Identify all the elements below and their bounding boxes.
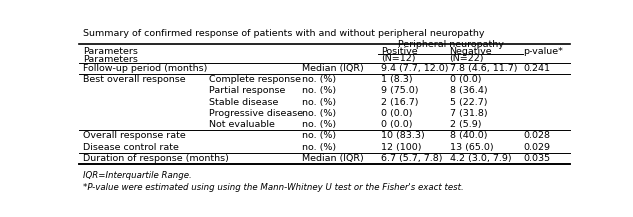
Text: Follow-up period (months): Follow-up period (months) — [83, 64, 208, 73]
Text: 12 (100): 12 (100) — [381, 143, 422, 151]
Text: Stable disease: Stable disease — [209, 98, 279, 107]
Text: Progressive disease: Progressive disease — [209, 109, 303, 118]
Text: 2 (16.7): 2 (16.7) — [381, 98, 418, 107]
Text: Summary of confirmed response of patients with and without peripheral neuropathy: Summary of confirmed response of patient… — [83, 29, 484, 38]
Text: no. (%): no. (%) — [303, 86, 337, 95]
Text: 1 (8.3): 1 (8.3) — [381, 75, 413, 84]
Text: 4.2 (3.0, 7.9): 4.2 (3.0, 7.9) — [449, 154, 511, 163]
Text: Parameters: Parameters — [83, 47, 138, 56]
Text: Median (IQR): Median (IQR) — [303, 64, 364, 73]
Text: 0.241: 0.241 — [523, 64, 550, 73]
Text: IQR=Interquartile Range.: IQR=Interquartile Range. — [83, 171, 192, 180]
Text: Not evaluable: Not evaluable — [209, 120, 275, 129]
Text: 0.035: 0.035 — [523, 154, 550, 163]
Text: 2 (5.9): 2 (5.9) — [449, 120, 481, 129]
Text: 0 (0.0): 0 (0.0) — [381, 120, 412, 129]
Text: Disease control rate: Disease control rate — [83, 143, 179, 151]
Text: 7.8 (4.6, 11.7): 7.8 (4.6, 11.7) — [449, 64, 517, 73]
Text: Peripheral neuropathy: Peripheral neuropathy — [398, 40, 504, 49]
Text: p-value*: p-value* — [523, 47, 563, 56]
Text: no. (%): no. (%) — [303, 75, 337, 84]
Text: Parameters: Parameters — [83, 55, 138, 64]
Text: no. (%): no. (%) — [303, 143, 337, 151]
Text: 9 (75.0): 9 (75.0) — [381, 86, 418, 95]
Text: Complete response: Complete response — [209, 75, 301, 84]
Text: Positive: Positive — [381, 47, 417, 56]
Text: no. (%): no. (%) — [303, 131, 337, 140]
Text: Median (IQR): Median (IQR) — [303, 154, 364, 163]
Text: 8 (40.0): 8 (40.0) — [449, 131, 487, 140]
Text: 7 (31.8): 7 (31.8) — [449, 109, 487, 118]
Text: 10 (83.3): 10 (83.3) — [381, 131, 425, 140]
Text: no. (%): no. (%) — [303, 98, 337, 107]
Text: 5 (22.7): 5 (22.7) — [449, 98, 487, 107]
Text: Best overall response: Best overall response — [83, 75, 185, 84]
Text: 9.4 (7.7, 12.0): 9.4 (7.7, 12.0) — [381, 64, 448, 73]
Text: Duration of response (months): Duration of response (months) — [83, 154, 229, 163]
Text: 0.029: 0.029 — [523, 143, 550, 151]
Text: 0 (0.0): 0 (0.0) — [449, 75, 481, 84]
Text: 0.028: 0.028 — [523, 131, 550, 140]
Text: 6.7 (5.7, 7.8): 6.7 (5.7, 7.8) — [381, 154, 442, 163]
Text: no. (%): no. (%) — [303, 120, 337, 129]
Text: 8 (36.4): 8 (36.4) — [449, 86, 487, 95]
Text: 0 (0.0): 0 (0.0) — [381, 109, 412, 118]
Text: *P-value were estimated using using the Mann-Whitney U test or the Fisher's exac: *P-value were estimated using using the … — [83, 183, 464, 192]
Text: (N=12): (N=12) — [381, 54, 415, 63]
Text: Partial response: Partial response — [209, 86, 285, 95]
Text: Negative: Negative — [449, 47, 492, 56]
Text: (N=22): (N=22) — [449, 54, 484, 63]
Text: Overall response rate: Overall response rate — [83, 131, 186, 140]
Text: no. (%): no. (%) — [303, 109, 337, 118]
Text: 13 (65.0): 13 (65.0) — [449, 143, 493, 151]
